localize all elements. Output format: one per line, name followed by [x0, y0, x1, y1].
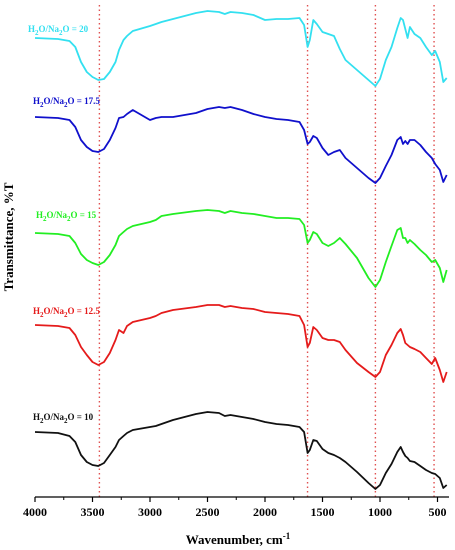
x-tick-label: 1500 [311, 505, 335, 519]
x-tick-label: 3500 [81, 505, 105, 519]
series-label: H2O/Na2O = 17.5 [33, 96, 100, 109]
series-label: H2O/Na2O = 10 [33, 412, 94, 425]
series-label: H2O/Na2O = 15 [36, 210, 97, 223]
x-tick-label: 3000 [138, 505, 162, 519]
series-labels: H2O/Na2O = 20 H2O/Na2O = 17.5 H2O/Na2O = 1… [28, 24, 100, 425]
series-line [34, 304, 448, 383]
x-axis: 4000 3500 3000 2500 2000 1500 1000 500 [23, 496, 449, 519]
x-tick-label: 1000 [368, 505, 392, 519]
series-label: H2O/Na2O = 20 [28, 24, 89, 37]
series-line [34, 106, 448, 184]
x-tick-label: 4000 [23, 505, 47, 519]
series-line [34, 209, 448, 288]
x-axis-label: Wavenumber, cm-1 [186, 531, 291, 547]
x-tick-label: 2500 [196, 505, 220, 519]
series-line [34, 411, 448, 490]
x-tick-label: 2000 [253, 505, 277, 519]
series-line [34, 10, 448, 87]
series-label: H2O/Na2O = 12.5 [33, 306, 100, 319]
reference-lines [98, 5, 435, 497]
y-axis-label: Transmittance, %T [1, 182, 16, 291]
series-group [34, 10, 448, 490]
x-tick-label: 500 [429, 505, 447, 519]
